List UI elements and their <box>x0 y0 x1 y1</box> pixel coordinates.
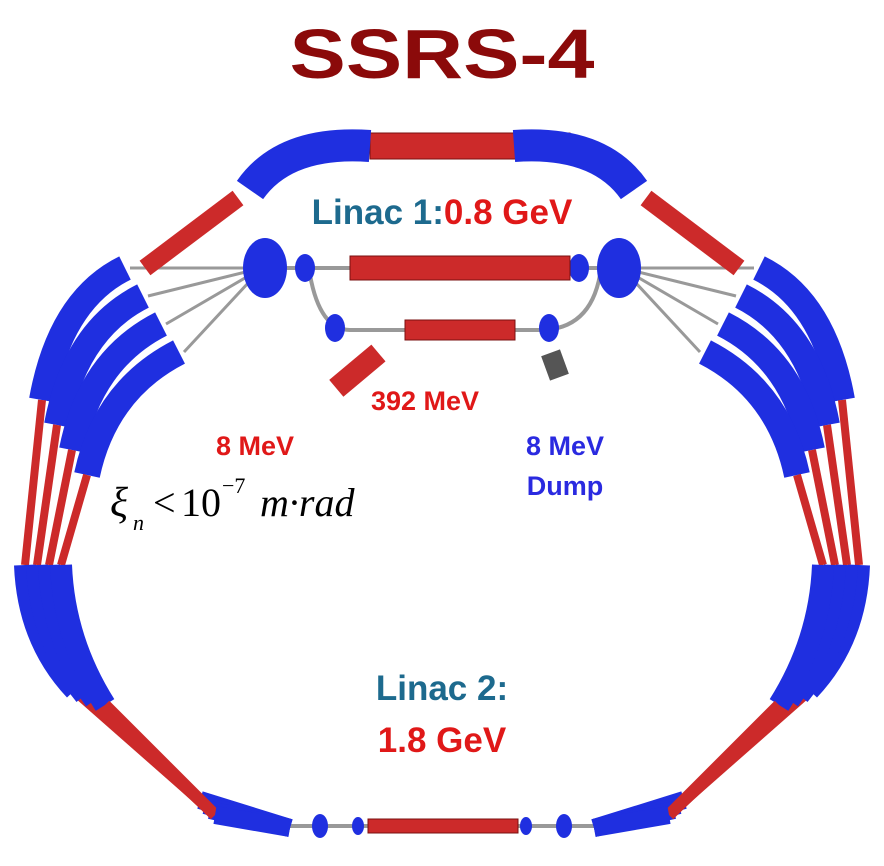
title: SSRS-4 <box>290 15 595 93</box>
formula-symbol: ξ <box>110 480 128 526</box>
linac1-name: Linac 1: <box>312 193 444 232</box>
quad-magnet <box>312 814 328 838</box>
quad-magnet <box>325 314 345 342</box>
formula-relation: < <box>153 480 176 525</box>
linac-cavity <box>350 256 570 280</box>
quad-magnet <box>597 238 641 298</box>
quad-magnet <box>520 817 532 835</box>
quad-magnet <box>556 814 572 838</box>
quad-magnet <box>352 817 364 835</box>
bend-magnet <box>250 145 370 190</box>
beam-dump <box>541 349 569 380</box>
formula-subscript: n <box>133 510 144 535</box>
linac1-energy: 0.8 GeV <box>444 193 573 232</box>
formula-unit: m·rad <box>260 480 355 525</box>
linac2-energy: 1.8 GeV <box>378 721 507 760</box>
diagram: SSRS-4 Linac 1:0.8 GeV 392 MeV 8 MeV 8 M… <box>0 0 884 866</box>
injection-energy: 8 MeV <box>216 431 294 461</box>
linac1-label: Linac 1:0.8 GeV <box>312 193 573 232</box>
formula-base: 10 <box>181 480 221 525</box>
quad-magnet <box>243 238 287 298</box>
linac-magnet <box>669 705 779 815</box>
linac-cavity <box>368 819 518 833</box>
bend-magnet <box>594 815 669 828</box>
bend-magnet <box>215 815 290 828</box>
linac-magnet <box>105 705 215 815</box>
linac2-name: Linac 2: <box>376 669 508 708</box>
injector-energy: 392 MeV <box>371 386 479 416</box>
quad-magnet <box>295 254 315 282</box>
dump-energy: 8 MeV <box>526 431 604 461</box>
quad-magnet <box>569 254 589 282</box>
formula-exponent: −7 <box>222 473 245 498</box>
linac-magnet <box>145 198 238 268</box>
linac-cavity <box>405 320 515 340</box>
dump-label: Dump <box>527 471 604 501</box>
linac-magnet <box>646 198 739 268</box>
quad-magnet <box>539 314 559 342</box>
bend-magnet <box>514 145 634 190</box>
